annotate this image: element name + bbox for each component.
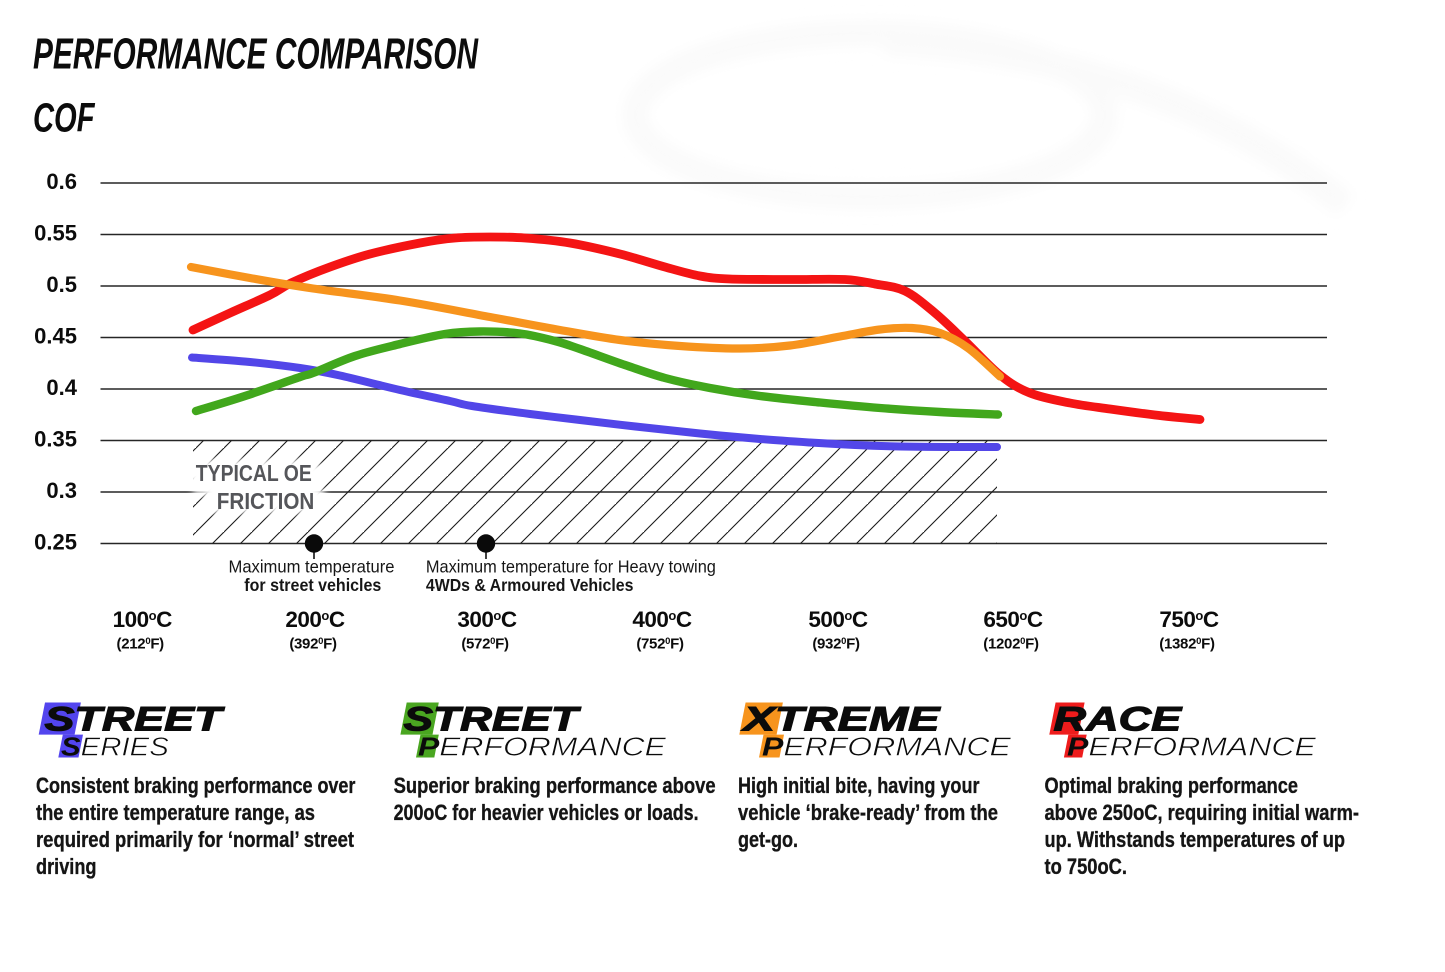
svg-text:(2120F): (2120F) xyxy=(117,636,165,653)
svg-text:PERFORMANCE: PERFORMANCE xyxy=(418,733,667,762)
svg-text:0.35: 0.35 xyxy=(34,427,77,452)
svg-text:0.4: 0.4 xyxy=(46,375,77,400)
svg-text:(9320F): (9320F) xyxy=(812,636,860,653)
svg-text:(5720F): (5720F) xyxy=(461,636,509,653)
svg-text:0.5: 0.5 xyxy=(46,272,77,297)
svg-text:vehicle ‘brake-ready’ from the: vehicle ‘brake-ready’ from the xyxy=(738,800,998,825)
svg-text:0.45: 0.45 xyxy=(34,324,77,349)
svg-text:above 250oC, requiring initial: above 250oC, requiring initial warm- xyxy=(1045,800,1360,825)
svg-text:PERFORMANCE: PERFORMANCE xyxy=(1067,733,1316,762)
svg-text:FRICTION: FRICTION xyxy=(217,488,314,514)
svg-text:Superior braking performance a: Superior braking performance above xyxy=(394,773,716,798)
svg-text:650oC: 650oC xyxy=(983,607,1043,632)
svg-text:High initial bite, having your: High initial bite, having your xyxy=(738,773,980,798)
svg-text:Maximum temperature: Maximum temperature xyxy=(229,557,395,577)
svg-text:0.3: 0.3 xyxy=(46,478,77,503)
svg-text:required primarily for ‘normal: required primarily for ‘normal’ street xyxy=(36,827,354,852)
svg-text:0.6: 0.6 xyxy=(46,169,77,194)
svg-text:0.55: 0.55 xyxy=(34,221,77,246)
svg-text:0.25: 0.25 xyxy=(34,530,77,555)
svg-text:driving: driving xyxy=(36,854,97,879)
svg-text:500oC: 500oC xyxy=(808,607,868,632)
svg-text:Consistent braking performance: Consistent braking performance over xyxy=(36,773,356,798)
svg-text:SERIES: SERIES xyxy=(61,732,169,761)
svg-text:STREET: STREET xyxy=(404,701,583,739)
svg-text:(12020F): (12020F) xyxy=(983,636,1039,653)
svg-text:(13820F): (13820F) xyxy=(1159,636,1215,653)
svg-text:(3920F): (3920F) xyxy=(289,636,337,653)
svg-text:200oC for heavier vehicles or: 200oC for heavier vehicles or loads. xyxy=(394,800,699,825)
svg-text:RACE: RACE xyxy=(1054,701,1183,739)
svg-text:XTREME: XTREME xyxy=(741,701,942,739)
svg-text:PERFORMANCE COMPARISON: PERFORMANCE COMPARISON xyxy=(33,31,479,79)
svg-text:COF: COF xyxy=(33,95,95,141)
svg-text:750oC: 750oC xyxy=(1159,607,1219,632)
svg-text:TYPICAL OE: TYPICAL OE xyxy=(196,460,312,486)
svg-text:4WDs & Armoured Vehicles: 4WDs & Armoured Vehicles xyxy=(426,575,634,595)
svg-text:STREET: STREET xyxy=(45,701,226,739)
svg-text:300oC: 300oC xyxy=(457,607,517,632)
svg-text:(7520F): (7520F) xyxy=(636,636,684,653)
svg-text:the entire temperature range,: the entire temperature range, as xyxy=(36,800,315,825)
svg-text:for street vehicles: for street vehicles xyxy=(244,575,381,595)
svg-text:up. Withstands temperatures of: up. Withstands temperatures of up xyxy=(1045,827,1346,852)
svg-text:200oC: 200oC xyxy=(285,607,345,632)
svg-text:get-go.: get-go. xyxy=(738,827,798,852)
svg-text:Maximum temperature for Heavy: Maximum temperature for Heavy towing xyxy=(426,557,716,577)
svg-text:to 750oC.: to 750oC. xyxy=(1045,854,1128,879)
svg-text:100oC: 100oC xyxy=(113,607,173,632)
svg-text:Optimal braking performance: Optimal braking performance xyxy=(1045,773,1299,798)
svg-text:PERFORMANCE: PERFORMANCE xyxy=(762,733,1011,762)
svg-text:400oC: 400oC xyxy=(632,607,692,632)
